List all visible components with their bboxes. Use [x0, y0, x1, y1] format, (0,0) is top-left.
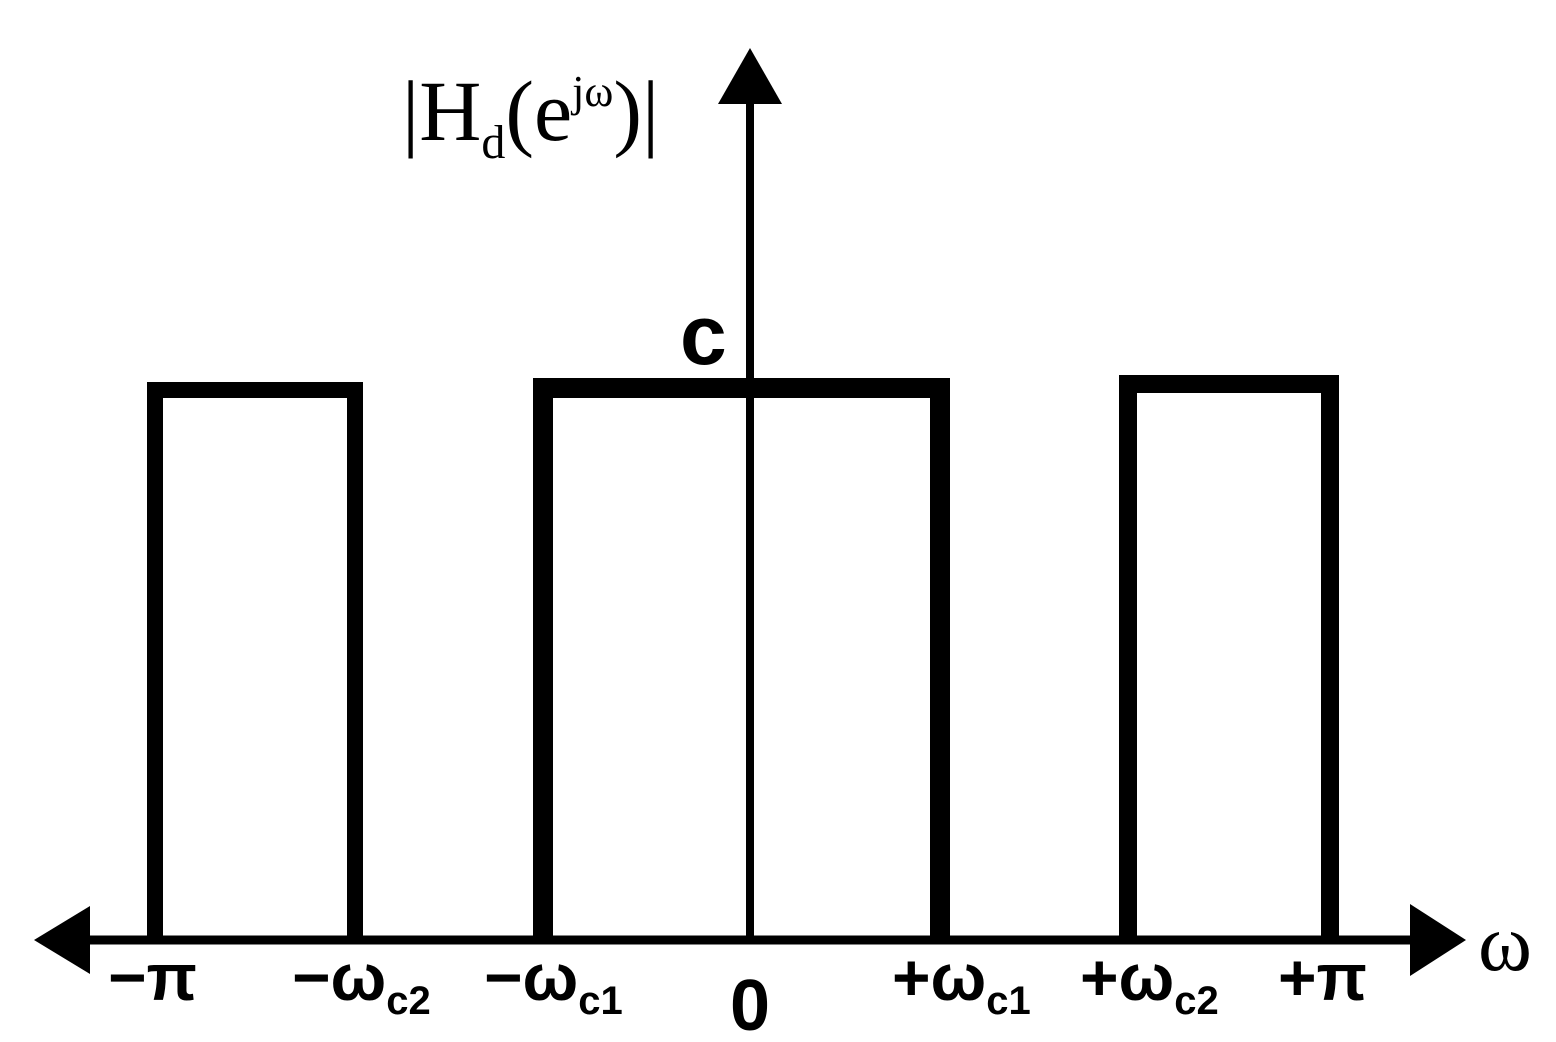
tick-labels: −π −ωc2 −ωc1 0 +ωc1 +ωc2 +π [108, 940, 1367, 1042]
tick-label-pos-wc1: +ωc1 [892, 940, 1031, 1023]
passband-center [533, 378, 950, 940]
omega-axis-right-arrow [1410, 904, 1466, 976]
tick-label-zero: 0 [730, 966, 770, 1042]
omega-axis-left-arrow [34, 906, 90, 974]
passband-right [1119, 375, 1339, 940]
tick-label-neg-wc1: −ωc1 [484, 940, 623, 1023]
passband-left [147, 382, 363, 940]
level-label: c [680, 288, 727, 382]
tick-label-pos-pi: +π [1278, 940, 1367, 1014]
x-axis-label: ω [1478, 897, 1532, 988]
tick-label-neg-wc2: −ωc2 [292, 940, 431, 1023]
y-axis-label: |Hd(ejω)| [402, 63, 659, 169]
magnitude-axis-arrow [718, 48, 782, 104]
tick-label-neg-pi: −π [108, 940, 197, 1014]
tick-label-pos-wc2: +ωc2 [1080, 940, 1219, 1023]
